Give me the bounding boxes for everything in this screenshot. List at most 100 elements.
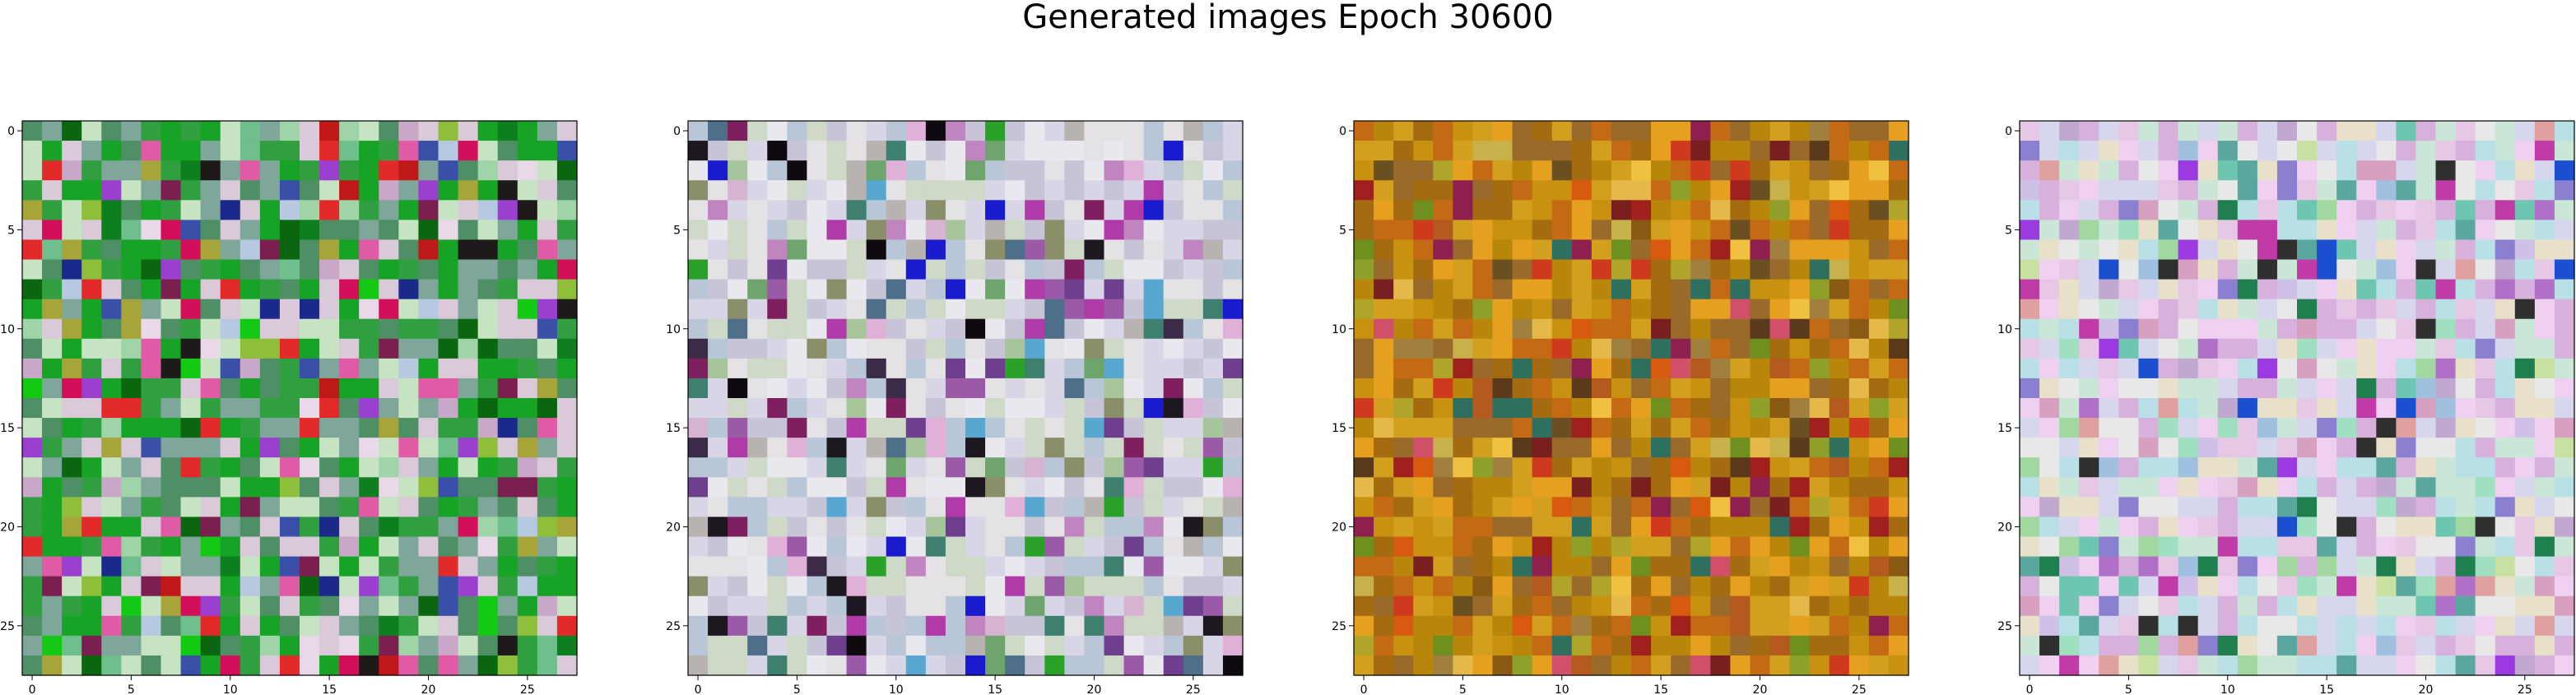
heatmap-cell xyxy=(379,259,399,280)
heatmap-cell xyxy=(180,279,202,300)
heatmap-cell xyxy=(2039,655,2060,676)
heatmap-cell xyxy=(1064,220,1086,241)
heatmap-cell xyxy=(1750,200,1771,220)
heatmap-cell xyxy=(359,536,379,558)
heatmap-cell xyxy=(2039,418,2060,438)
heatmap-cell xyxy=(2534,180,2555,201)
heatmap-cell xyxy=(2178,200,2199,220)
heatmap-cell xyxy=(22,338,43,359)
heatmap-cell xyxy=(2257,457,2278,478)
heatmap-cell xyxy=(2197,477,2219,498)
heatmap-cell xyxy=(2455,160,2476,181)
heatmap-cell xyxy=(22,299,43,320)
heatmap-cell xyxy=(398,200,420,220)
heatmap-cell xyxy=(2297,576,2318,597)
heatmap-cell xyxy=(1472,318,1494,340)
heatmap-cell xyxy=(81,239,102,261)
heatmap-cell xyxy=(2337,457,2357,478)
heatmap-cell xyxy=(1868,378,1890,399)
heatmap-cell xyxy=(945,200,966,220)
heatmap-cell xyxy=(2455,457,2476,478)
heatmap-cell xyxy=(767,635,788,656)
heatmap-cell xyxy=(1868,398,1890,419)
heatmap-cell xyxy=(2376,200,2397,220)
heatmap-cell xyxy=(2059,438,2080,458)
heatmap-cell xyxy=(1809,220,1830,241)
heatmap-cell xyxy=(2138,398,2160,419)
heatmap-cell xyxy=(2455,517,2476,538)
heatmap-cell xyxy=(379,595,399,617)
heatmap-cell xyxy=(62,517,82,538)
heatmap-cell xyxy=(1551,259,1573,280)
heatmap-cell xyxy=(1044,595,1065,617)
heatmap-cell xyxy=(42,635,63,656)
heatmap-cell xyxy=(1730,556,1751,577)
heatmap-cell xyxy=(2217,536,2239,558)
heatmap-cell xyxy=(1413,418,1434,438)
heatmap-cell xyxy=(2475,121,2496,141)
heatmap-cell xyxy=(477,358,499,379)
heatmap-cell xyxy=(1163,259,1184,280)
heatmap-cell xyxy=(1611,536,1632,558)
heatmap-cell xyxy=(220,299,241,320)
heatmap-cell xyxy=(1163,576,1184,597)
heatmap-cell xyxy=(2217,576,2239,597)
heatmap-cell xyxy=(2554,655,2575,676)
heatmap-cell xyxy=(1104,398,1125,419)
heatmap-cell xyxy=(1631,438,1652,458)
heatmap-cell xyxy=(1591,497,1612,518)
heatmap-cell xyxy=(160,299,182,320)
heatmap-cell xyxy=(1888,595,1909,617)
heatmap-cell xyxy=(2396,477,2417,498)
axes-frame xyxy=(1353,120,1909,676)
heatmap-cell xyxy=(239,358,261,379)
heatmap-cell xyxy=(2514,121,2536,141)
heatmap-cell xyxy=(1571,477,1593,498)
heatmap-cell xyxy=(2455,338,2476,359)
heatmap-cell xyxy=(418,220,439,241)
heatmap-cell xyxy=(2455,595,2476,617)
heatmap-cell xyxy=(1163,239,1184,261)
heatmap-cell xyxy=(945,556,966,577)
heatmap-cell xyxy=(2317,438,2337,458)
heatmap-cell xyxy=(2178,536,2199,558)
heatmap-cell xyxy=(1472,259,1494,280)
heatmap-cell xyxy=(458,615,479,637)
heatmap-cell xyxy=(1551,517,1573,538)
heatmap-cell xyxy=(1202,556,1224,577)
heatmap-cell xyxy=(22,438,43,458)
heatmap-cell xyxy=(359,299,379,320)
y-tick-label: 20 xyxy=(666,521,681,534)
heatmap-cell xyxy=(2396,279,2417,300)
heatmap-cell xyxy=(1888,318,1909,340)
heatmap-cell xyxy=(1591,418,1612,438)
heatmap-cell xyxy=(121,259,142,280)
heatmap-cell xyxy=(1829,556,1850,577)
heatmap-cell xyxy=(141,615,162,637)
heatmap-cell xyxy=(787,239,808,261)
heatmap-cell xyxy=(22,358,43,379)
heatmap-cell xyxy=(2059,457,2080,478)
heatmap-cell xyxy=(160,259,182,280)
heatmap-cell xyxy=(985,121,1006,141)
heatmap-cell xyxy=(826,398,848,419)
heatmap-cell xyxy=(438,576,459,597)
heatmap-cell xyxy=(279,398,300,419)
heatmap-cell xyxy=(1472,200,1494,220)
heatmap-cell xyxy=(1868,635,1890,656)
heatmap-cell xyxy=(1591,338,1612,359)
heatmap-cell xyxy=(1163,160,1184,181)
heatmap-cell xyxy=(2534,635,2555,656)
heatmap-cell xyxy=(2495,160,2516,181)
heatmap-cell xyxy=(826,121,848,141)
heatmap-cell xyxy=(2554,200,2575,220)
heatmap-cell xyxy=(101,438,122,458)
heatmap-cell xyxy=(2297,655,2318,676)
heatmap-cell xyxy=(787,279,808,300)
heatmap-cell xyxy=(1532,477,1553,498)
heatmap-cell xyxy=(517,318,538,340)
heatmap-cell xyxy=(767,536,788,558)
heatmap-cell xyxy=(747,299,768,320)
heatmap-cell xyxy=(807,279,828,300)
